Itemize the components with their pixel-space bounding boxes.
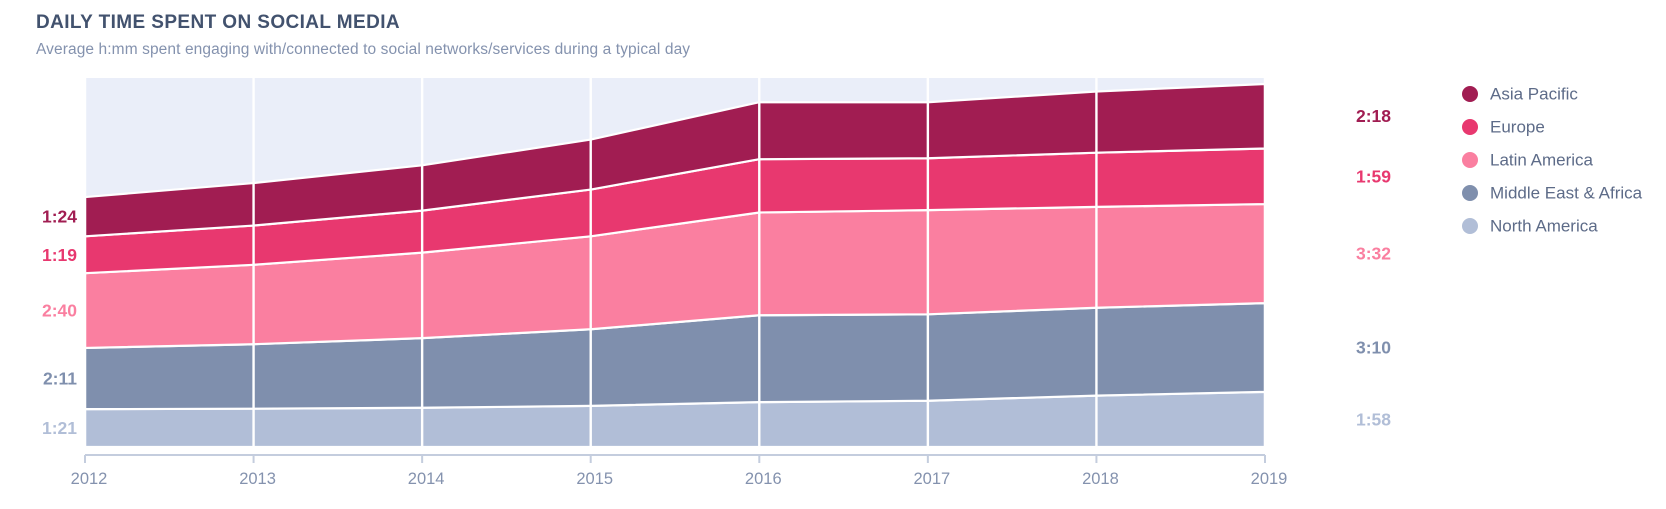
legend-label-latin-america: Latin America: [1490, 151, 1594, 170]
x-axis-label-2015: 2015: [576, 470, 613, 488]
legend-item-north-america[interactable]: North America: [1462, 217, 1598, 236]
start-value-label-middle-east-africa: 2:11: [43, 369, 77, 389]
start-value-label-europe: 1:19: [42, 245, 77, 265]
legend-item-latin-america[interactable]: Latin America: [1462, 151, 1594, 170]
legend-swatch-icon: [1462, 86, 1478, 102]
legend-item-europe[interactable]: Europe: [1462, 118, 1545, 137]
start-value-label-latin-america: 2:40: [42, 301, 77, 321]
end-value-label-latin-america: 3:32: [1356, 244, 1391, 264]
legend-swatch-icon: [1462, 152, 1478, 168]
legend-swatch-icon: [1462, 218, 1478, 234]
page-subtitle: Average h:mm spent engaging with/connect…: [36, 41, 691, 58]
x-axis-label-2012: 2012: [71, 470, 108, 488]
x-axis-label-2019: 2019: [1251, 470, 1288, 488]
end-value-label-north-america: 1:58: [1356, 409, 1391, 429]
legend-label-middle-east-africa: Middle East & Africa: [1490, 184, 1643, 203]
legend-item-asia-pacific[interactable]: Asia Pacific: [1462, 85, 1578, 104]
x-axis-label-2016: 2016: [745, 470, 782, 488]
legend-swatch-icon: [1462, 119, 1478, 135]
x-axis-label-2017: 2017: [913, 470, 950, 488]
end-value-label-middle-east-africa: 3:10: [1356, 337, 1391, 357]
x-axis-label-2013: 2013: [239, 470, 276, 488]
legend-label-asia-pacific: Asia Pacific: [1490, 85, 1578, 104]
start-value-label-north-america: 1:21: [42, 418, 77, 438]
legend-swatch-icon: [1462, 185, 1478, 201]
start-value-label-asia-pacific: 1:24: [42, 207, 77, 227]
chart-header: DAILY TIME SPENT ON SOCIAL MEDIA Average…: [36, 12, 690, 59]
end-value-label-asia-pacific: 2:18: [1356, 106, 1391, 126]
legend-item-middle-east-africa[interactable]: Middle East & Africa: [1462, 184, 1643, 203]
x-axis-label-2018: 2018: [1082, 470, 1119, 488]
page-title: DAILY TIME SPENT ON SOCIAL MEDIA: [36, 12, 400, 33]
legend-label-north-america: North America: [1490, 217, 1598, 236]
legend-label-europe: Europe: [1490, 118, 1545, 137]
x-axis-label-2014: 2014: [408, 470, 445, 488]
end-value-label-europe: 1:59: [1356, 166, 1391, 186]
